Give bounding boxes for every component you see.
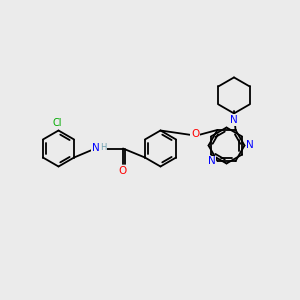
Text: O: O — [191, 129, 199, 140]
Text: N: N — [230, 115, 238, 125]
Text: N: N — [246, 140, 254, 151]
Text: N: N — [208, 156, 216, 166]
Text: N: N — [92, 143, 100, 153]
Text: Cl: Cl — [52, 118, 62, 128]
Text: O: O — [119, 166, 127, 176]
Text: H: H — [100, 143, 106, 152]
